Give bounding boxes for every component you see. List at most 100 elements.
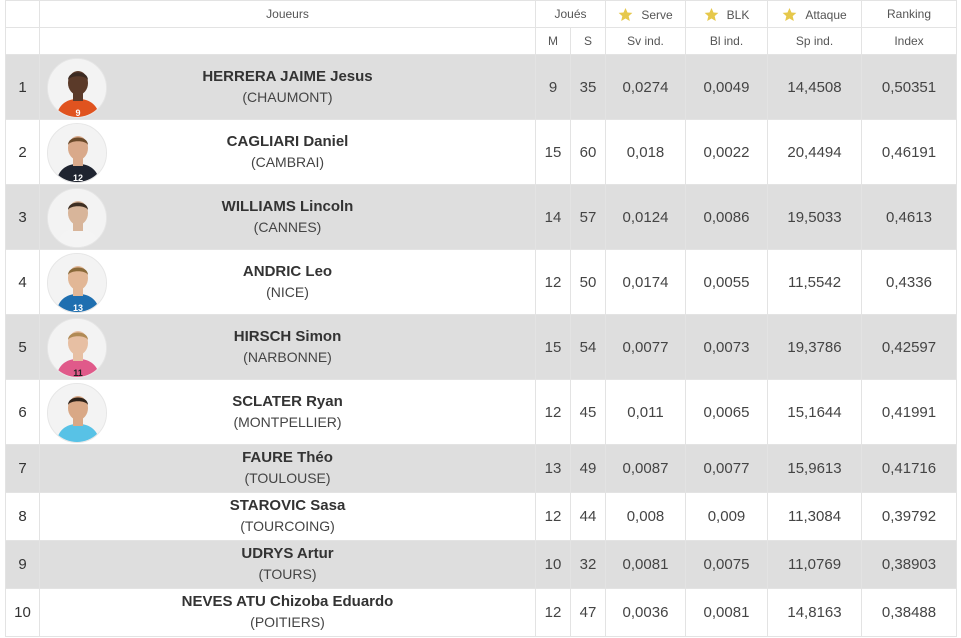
player-name[interactable]: FAURE Théo [242, 449, 333, 466]
matches-cell: 15 [535, 119, 571, 185]
header-empty [5, 27, 40, 55]
table-row[interactable]: 9 UDRYS Artur (TOURS) 10 32 0,0081 0,007… [5, 540, 957, 589]
rank-cell: 6 [5, 379, 40, 445]
header-index[interactable]: Index [861, 27, 957, 55]
player-cell[interactable]: SCLATER Ryan (MONTPELLIER) [39, 379, 536, 445]
player-name[interactable]: HIRSCH Simon [233, 327, 342, 345]
player-cell[interactable]: 11 HIRSCH Simon (NARBONNE) [39, 314, 536, 380]
table-row[interactable]: 10 NEVES ATU Chizoba Eduardo (POITIERS) … [5, 588, 957, 637]
attack-ind-cell: 20,4494 [767, 119, 862, 185]
player-name[interactable]: UDRYS Artur [241, 545, 334, 562]
rank-cell: 5 [5, 314, 40, 380]
table-row[interactable]: 2 12 CAGLIARI Daniel (CAMBRAI) 15 60 0,0… [5, 119, 957, 185]
player-club: (POITIERS) [250, 614, 325, 630]
player-name[interactable]: WILLIAMS Lincoln [221, 197, 354, 215]
attack-ind-cell: 11,0769 [767, 540, 862, 589]
header-attack[interactable]: Attaque [767, 0, 862, 28]
serve-ind-cell: 0,0087 [605, 444, 686, 493]
block-ind-cell: 0,0055 [685, 249, 768, 315]
sets-cell: 50 [570, 249, 606, 315]
block-ind-cell: 0,0077 [685, 444, 768, 493]
player-cell[interactable]: 9 HERRERA JAIME Jesus (CHAUMONT) [39, 54, 536, 120]
sets-cell: 49 [570, 444, 606, 493]
player-avatar [47, 383, 107, 443]
table-row[interactable]: 7 FAURE Théo (TOULOUSE) 13 49 0,0087 0,0… [5, 444, 957, 493]
player-name[interactable]: ANDRIC Leo [242, 262, 333, 280]
table-row[interactable]: 6 SCLATER Ryan (MONTPELLIER) 12 45 0,011… [5, 379, 957, 445]
index-cell: 0,46191 [861, 119, 957, 185]
player-cell[interactable]: 13 ANDRIC Leo (NICE) [39, 249, 536, 315]
serve-ind-cell: 0,018 [605, 119, 686, 185]
sets-cell: 35 [570, 54, 606, 120]
block-ind-cell: 0,0065 [685, 379, 768, 445]
attack-ind-cell: 14,4508 [767, 54, 862, 120]
block-ind-cell: 0,0049 [685, 54, 768, 120]
player-name[interactable]: STAROVIC Sasa [229, 497, 346, 514]
player-cell[interactable]: STAROVIC Sasa (TOURCOING) [39, 492, 536, 541]
block-ind-cell: 0,0075 [685, 540, 768, 589]
index-cell: 0,41991 [861, 379, 957, 445]
player-cell[interactable]: NEVES ATU Chizoba Eduardo (POITIERS) [39, 588, 536, 637]
star-icon [782, 7, 797, 22]
block-ind-cell: 0,0073 [685, 314, 768, 380]
serve-ind-cell: 0,0274 [605, 54, 686, 120]
jersey-number: 9 [75, 108, 80, 118]
header-m[interactable]: M [535, 27, 571, 55]
player-name[interactable]: HERRERA JAIME Jesus [202, 67, 373, 85]
player-name[interactable]: CAGLIARI Daniel [226, 132, 349, 150]
player-avatar: 11 [47, 318, 107, 378]
rank-cell: 9 [5, 540, 40, 589]
header-s[interactable]: S [570, 27, 606, 55]
rank-cell: 8 [5, 492, 40, 541]
player-avatar: 9 [47, 58, 107, 118]
table-row[interactable]: 1 9 HERRERA JAIME Jesus (CHAUMONT) 9 35 … [5, 54, 957, 120]
matches-cell: 10 [535, 540, 571, 589]
header-attack-label: Attaque [805, 7, 847, 22]
rank-cell: 4 [5, 249, 40, 315]
player-club: (TOURCOING) [240, 518, 335, 534]
player-cell[interactable]: FAURE Théo (TOULOUSE) [39, 444, 536, 493]
header-serve-label: Serve [641, 7, 673, 22]
header-ranking[interactable]: Ranking [861, 0, 957, 28]
serve-ind-cell: 0,0174 [605, 249, 686, 315]
matches-cell: 12 [535, 379, 571, 445]
table-row[interactable]: 5 11 HIRSCH Simon (NARBONNE) 15 54 0,007… [5, 314, 957, 380]
header-sp-ind[interactable]: Sp ind. [767, 27, 862, 55]
player-avatar: 13 [47, 253, 107, 313]
sets-cell: 54 [570, 314, 606, 380]
player-cell[interactable]: 12 CAGLIARI Daniel (CAMBRAI) [39, 119, 536, 185]
header-played[interactable]: Joués [535, 0, 606, 28]
index-cell: 0,38903 [861, 540, 957, 589]
player-club: (NARBONNE) [243, 348, 332, 365]
player-name[interactable]: SCLATER Ryan [232, 392, 343, 410]
sets-cell: 60 [570, 119, 606, 185]
player-cell[interactable]: WILLIAMS Lincoln (CANNES) [39, 184, 536, 250]
player-club: (NICE) [266, 283, 309, 300]
header-blk[interactable]: BLK [685, 0, 768, 28]
rank-cell: 2 [5, 119, 40, 185]
header-sv-ind[interactable]: Sv ind. [605, 27, 686, 55]
header-bl-ind[interactable]: Bl ind. [685, 27, 768, 55]
table-row[interactable]: 3 WILLIAMS Lincoln (CANNES) 14 57 0,0124… [5, 184, 957, 250]
header-serve[interactable]: Serve [605, 0, 686, 28]
header-empty [39, 27, 536, 55]
rank-cell: 7 [5, 444, 40, 493]
matches-cell: 12 [535, 249, 571, 315]
player-club: (TOULOUSE) [244, 470, 331, 486]
sets-cell: 44 [570, 492, 606, 541]
player-cell[interactable]: UDRYS Artur (TOURS) [39, 540, 536, 589]
matches-cell: 12 [535, 588, 571, 637]
player-name[interactable]: NEVES ATU Chizoba Eduardo [181, 593, 394, 610]
player-club: (MONTPELLIER) [233, 413, 342, 430]
serve-ind-cell: 0,0124 [605, 184, 686, 250]
attack-ind-cell: 19,3786 [767, 314, 862, 380]
attack-ind-cell: 14,8163 [767, 588, 862, 637]
table-row[interactable]: 8 STAROVIC Sasa (TOURCOING) 12 44 0,008 … [5, 492, 957, 541]
index-cell: 0,38488 [861, 588, 957, 637]
header-players[interactable]: Joueurs [39, 0, 536, 28]
serve-ind-cell: 0,0081 [605, 540, 686, 589]
matches-cell: 14 [535, 184, 571, 250]
jersey-number: 11 [73, 368, 83, 378]
table-row[interactable]: 4 13 ANDRIC Leo (NICE) 12 50 0,0174 0,00… [5, 249, 957, 315]
serve-ind-cell: 0,008 [605, 492, 686, 541]
